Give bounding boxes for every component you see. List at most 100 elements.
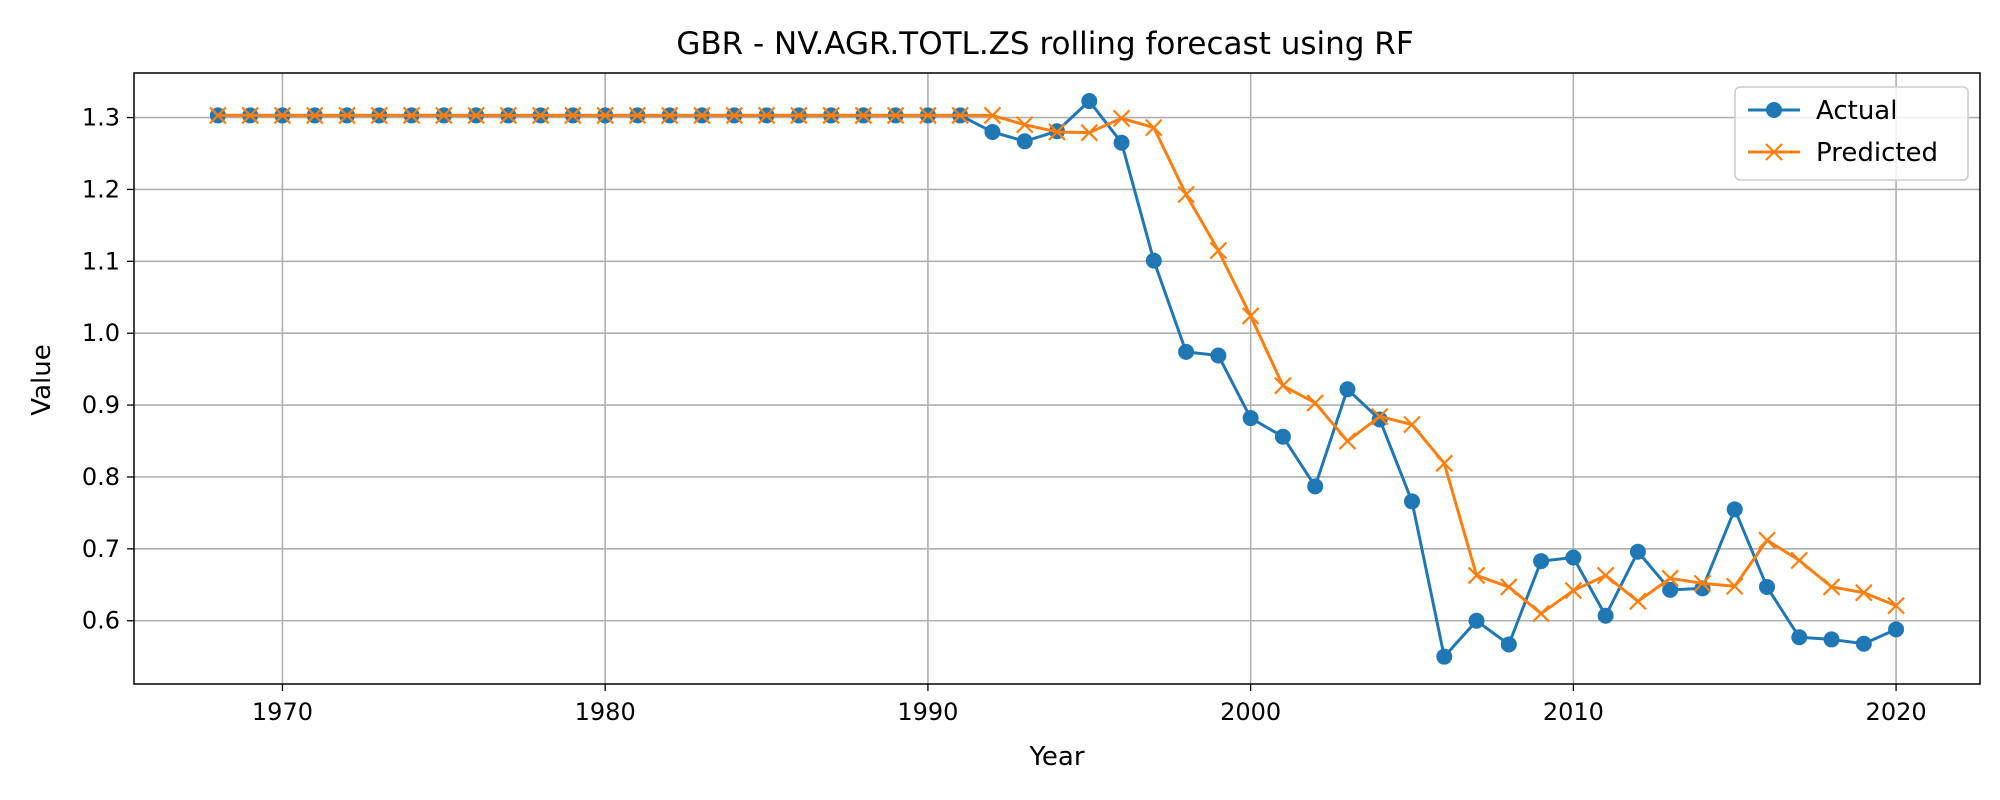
data-point-actual (1565, 549, 1582, 566)
data-point-predicted (1209, 241, 1228, 260)
data-point-actual (1436, 648, 1453, 665)
data-point-actual (984, 123, 1001, 140)
data-point-predicted (1435, 454, 1454, 473)
data-point-predicted (1403, 415, 1421, 434)
chart-title: GBR - NV.AGR.TOTL.ZS rolling forecast us… (676, 26, 1413, 62)
data-point-predicted (854, 106, 873, 125)
data-point-predicted (338, 106, 356, 125)
data-point-actual (1339, 381, 1356, 398)
y-axis: 0.6 0.7 0.8 0.9 1.0 1.1 1.2 1.3 (82, 104, 134, 635)
data-point-predicted (983, 106, 1002, 125)
data-point-predicted (1564, 581, 1583, 600)
data-point-predicted (1596, 566, 1615, 585)
legend-label-actual: Actual (1816, 96, 1897, 126)
data-point-predicted (1241, 307, 1260, 325)
data-point-actual (1145, 252, 1162, 269)
data-point-predicted (1177, 185, 1195, 204)
data-point-actual (1242, 410, 1259, 427)
data-point-actual (1629, 543, 1646, 560)
x-axis-title: Year (1028, 742, 1084, 772)
data-point-predicted (402, 106, 421, 125)
data-point-predicted (1370, 407, 1389, 426)
data-point-predicted (596, 106, 614, 125)
data-point-predicted (273, 106, 292, 125)
x-tick-label: 2000 (1220, 698, 1281, 726)
data-point-actual (1791, 629, 1808, 646)
data-point-predicted (693, 106, 711, 125)
data-point-actual (1726, 501, 1743, 518)
data-point-predicted (499, 106, 518, 125)
data-point-predicted (1306, 394, 1324, 412)
data-point-predicted (660, 106, 679, 125)
legend: Actual Predicted (1734, 86, 1969, 181)
data-point-actual (1468, 612, 1485, 629)
x-axis: 1970 1980 1990 2000 2010 2020 (252, 684, 1927, 726)
y-tick-label: 0.6 (82, 607, 120, 635)
data-point-predicted (790, 106, 808, 125)
y-tick-label: 1.1 (82, 247, 120, 275)
data-point-predicted (1145, 118, 1163, 137)
data-point-predicted (1532, 604, 1550, 623)
data-point-actual (1178, 343, 1195, 360)
legend-marker-predicted (1765, 143, 1783, 161)
y-tick-label: 0.7 (82, 535, 120, 563)
data-point-predicted (1693, 574, 1712, 593)
x-tick-label: 1980 (575, 698, 636, 726)
data-point-predicted (886, 106, 905, 125)
data-point-predicted (1887, 596, 1905, 615)
data-point-actual (1888, 621, 1905, 638)
legend-label-predicted: Predicted (1816, 138, 1938, 168)
data-point-predicted (1274, 376, 1292, 395)
data-point-predicted (435, 106, 453, 125)
data-point-actual (1597, 607, 1614, 624)
data-point-predicted (1015, 115, 1034, 134)
data-point-actual (1016, 133, 1033, 150)
data-point-predicted (822, 106, 840, 125)
data-point-predicted (1661, 569, 1679, 588)
data-point-predicted (919, 106, 937, 125)
data-point-predicted (1790, 551, 1809, 570)
data-point-actual (1855, 635, 1872, 652)
data-point-predicted (1500, 578, 1518, 596)
data-point-predicted (725, 106, 744, 125)
data-point-predicted (467, 106, 485, 125)
data-point-predicted (1758, 531, 1776, 550)
series-layer (209, 93, 1905, 665)
data-point-actual (1371, 411, 1388, 428)
data-point-actual (1823, 631, 1840, 648)
y-tick-label: 0.8 (82, 463, 120, 491)
y-axis-title: Value (27, 344, 57, 415)
data-point-actual (1662, 581, 1679, 598)
data-point-predicted (1080, 123, 1099, 142)
data-point-predicted (564, 106, 582, 125)
data-point-predicted (241, 106, 259, 125)
data-point-actual (1500, 636, 1517, 653)
y-tick-label: 1.3 (82, 104, 120, 132)
data-point-actual (1533, 553, 1550, 570)
x-tick-label: 2020 (1866, 698, 1927, 726)
data-point-predicted (951, 106, 969, 125)
data-point-actual (1274, 428, 1291, 445)
y-tick-label: 1.2 (82, 175, 120, 203)
data-point-predicted (209, 106, 227, 125)
data-point-predicted (757, 106, 776, 125)
y-tick-label: 0.9 (82, 391, 120, 419)
data-point-predicted (305, 106, 324, 125)
plot-area (133, 72, 1981, 685)
data-point-predicted (1855, 583, 1873, 602)
data-point-predicted (370, 106, 389, 125)
data-point-predicted (1725, 577, 1744, 596)
x-tick-label: 2010 (1543, 698, 1604, 726)
y-tick-label: 1.0 (82, 319, 120, 347)
data-point-predicted (1822, 578, 1841, 596)
data-point-actual (1081, 93, 1098, 110)
data-point-actual (1404, 493, 1420, 510)
series-line-actual (217, 99, 1897, 659)
data-point-actual (1307, 478, 1324, 495)
legend-marker-actual (1766, 102, 1782, 118)
data-point-predicted (531, 106, 550, 125)
data-point-predicted (1048, 123, 1066, 141)
data-point-actual (1759, 578, 1775, 595)
x-tick-label: 1990 (897, 698, 958, 726)
